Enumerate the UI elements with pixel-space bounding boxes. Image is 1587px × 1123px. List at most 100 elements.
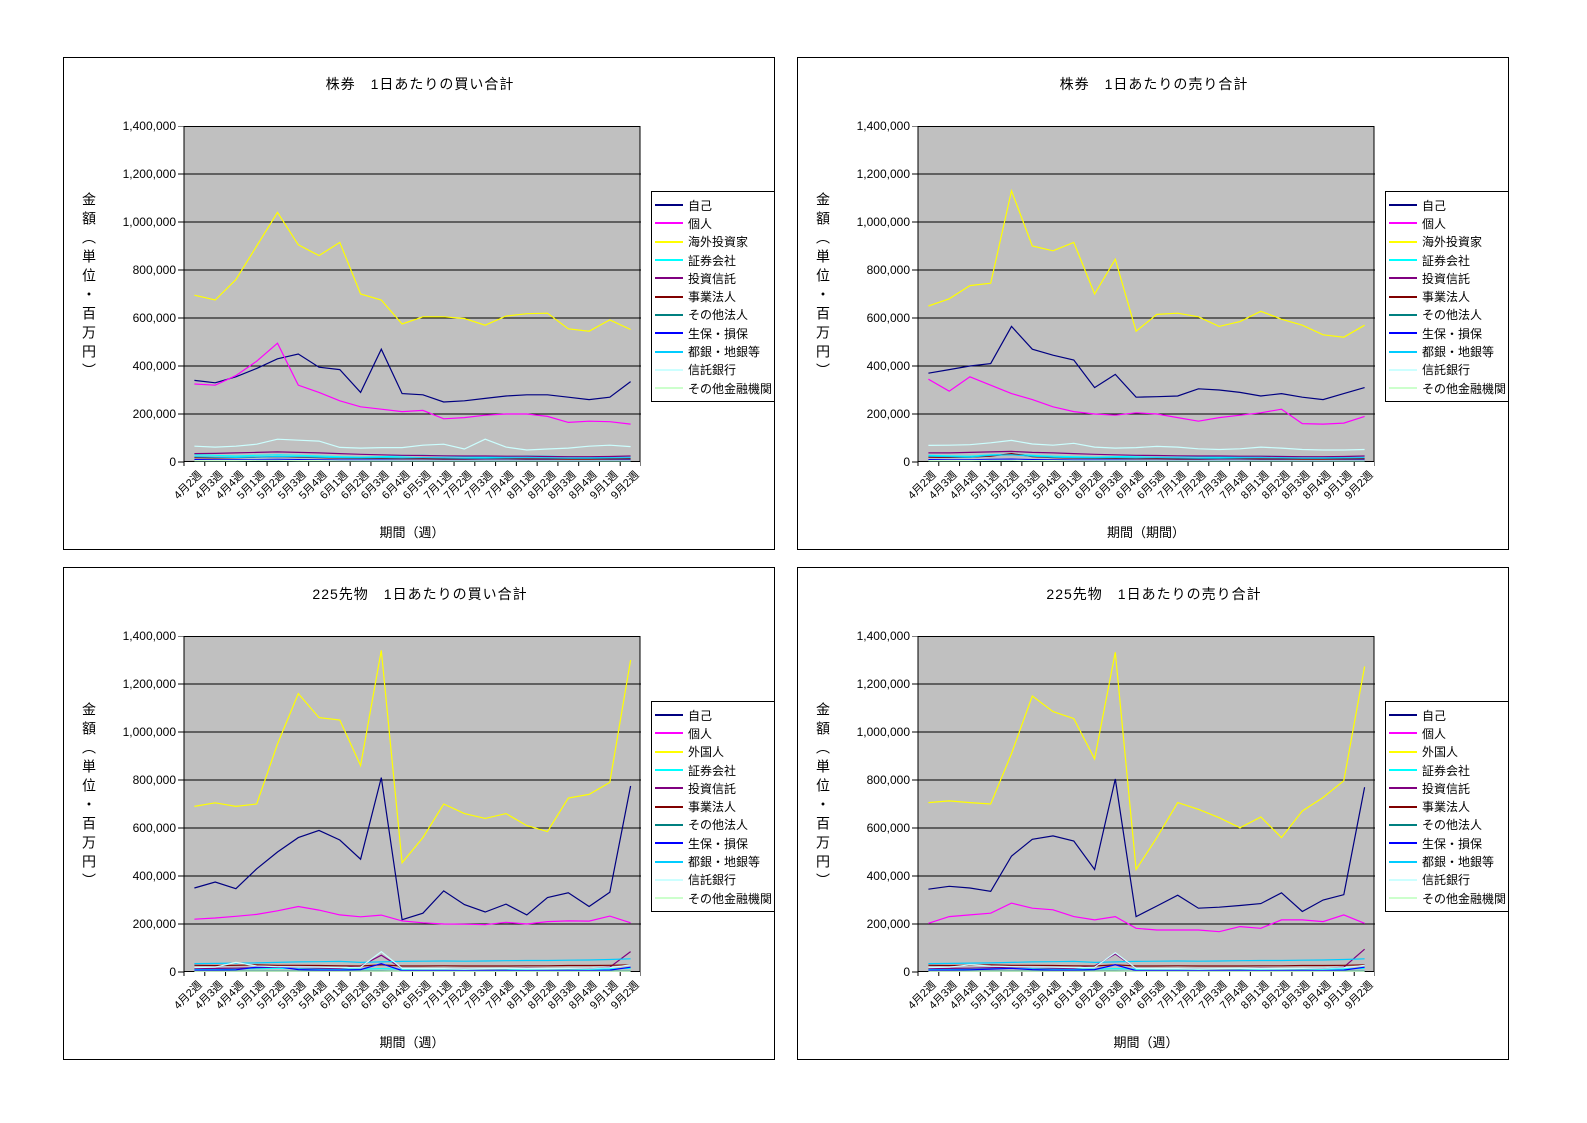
legend-item: その他法人 bbox=[655, 306, 771, 324]
legend-label: 証券会社 bbox=[1422, 253, 1471, 268]
series-line bbox=[928, 902, 1365, 933]
y-tick-label: 600,000 bbox=[866, 821, 910, 835]
y-tick-label: 400,000 bbox=[132, 359, 176, 373]
legend-label: 投資信託 bbox=[1422, 781, 1471, 796]
series-line bbox=[928, 188, 1365, 338]
legend-label: 事業法人 bbox=[1422, 290, 1471, 305]
y-axis-title: 金額（単位・百万円） bbox=[815, 702, 831, 892]
y-tick-label: 1,200,000 bbox=[856, 167, 910, 181]
legend-item: 個人 bbox=[1389, 724, 1505, 742]
legend-label: 個人 bbox=[688, 216, 713, 231]
x-axis-title: 期間（週） bbox=[1113, 1035, 1179, 1050]
legend-line-swatch bbox=[655, 860, 683, 863]
legend-line-swatch bbox=[1389, 350, 1417, 353]
series-line bbox=[928, 454, 1365, 459]
legend-label: 個人 bbox=[688, 726, 713, 741]
y-axis-title: 金額（単位・百万円） bbox=[815, 192, 831, 382]
legend-label: 都銀・地銀等 bbox=[1422, 345, 1495, 360]
legend-line-swatch bbox=[655, 368, 683, 371]
legend-line-swatch bbox=[1389, 277, 1417, 280]
y-tick-label: 1,000,000 bbox=[856, 215, 910, 229]
legend-line-swatch bbox=[655, 842, 683, 845]
y-tick-label: 1,000,000 bbox=[122, 215, 176, 229]
chart-panel-stocks-buy: 株券 1日あたりの買い合計 金額（単位・百万円） 期間（週） 0 200,000 4… bbox=[63, 57, 775, 550]
legend-label: 自己 bbox=[1422, 708, 1447, 723]
y-tick-label: 0 bbox=[903, 455, 910, 469]
y-tick-label: 0 bbox=[903, 965, 910, 979]
legend-label: その他金融機関 bbox=[1422, 891, 1507, 906]
legend-line-swatch bbox=[655, 823, 683, 826]
plot-background bbox=[917, 636, 1375, 972]
series-line bbox=[194, 211, 631, 332]
series-line bbox=[194, 958, 631, 965]
legend-item: 信託銀行 bbox=[1389, 361, 1505, 379]
y-tick-label: 600,000 bbox=[866, 311, 910, 325]
y-tick-label: 0 bbox=[169, 965, 176, 979]
chart-title: 株券 1日あたりの売り合計 bbox=[1059, 76, 1249, 92]
legend-item: 証券会社 bbox=[1389, 761, 1505, 779]
plot-background bbox=[183, 126, 641, 462]
y-tick-label: 1,200,000 bbox=[856, 677, 910, 691]
plot-area bbox=[912, 126, 1375, 466]
chart-title: 225先物 1日あたりの買い合計 bbox=[312, 586, 528, 602]
legend-item: 証券会社 bbox=[655, 251, 771, 269]
legend-label: 投資信託 bbox=[1422, 271, 1471, 286]
chart-panel-futures-buy: 225先物 1日あたりの買い合計 金額（単位・百万円） 期間（週） 0 200,0… bbox=[63, 567, 775, 1060]
legend-item: 事業法人 bbox=[655, 287, 771, 305]
y-tick-label: 1,200,000 bbox=[122, 677, 176, 691]
legend-item: 信託銀行 bbox=[655, 361, 771, 379]
legend-line-swatch bbox=[1389, 878, 1417, 881]
legend-line-swatch bbox=[655, 769, 683, 772]
legend-line-swatch bbox=[655, 787, 683, 790]
legend-item: 投資信託 bbox=[1389, 269, 1505, 287]
legend-item: その他法人 bbox=[1389, 306, 1505, 324]
legend-item: 信託銀行 bbox=[655, 871, 771, 889]
chart-panel-stocks-sell: 株券 1日あたりの売り合計 金額（単位・百万円） 期間（期間） 0 200,000… bbox=[797, 57, 1509, 550]
legend-label: 信託銀行 bbox=[1422, 873, 1471, 888]
legend-line-swatch bbox=[655, 714, 683, 717]
legend-item: 生保・損保 bbox=[1389, 834, 1505, 852]
y-tick-label: 800,000 bbox=[866, 263, 910, 277]
x-axis-title: 期間（期間） bbox=[1106, 525, 1185, 540]
legend-label: 自己 bbox=[688, 198, 713, 213]
legend-label: 事業法人 bbox=[688, 800, 737, 815]
series-line bbox=[194, 347, 631, 403]
legend-item: その他金融機関 bbox=[1389, 379, 1507, 397]
legend-line-swatch bbox=[655, 805, 683, 808]
legend-line-swatch bbox=[1389, 387, 1417, 390]
legend-label: 信託銀行 bbox=[1422, 363, 1471, 378]
legend-line-swatch bbox=[1389, 714, 1417, 717]
series-line bbox=[928, 459, 1365, 462]
legend-label: 証券会社 bbox=[688, 253, 737, 268]
legend: 自己 個人 外国人 証券会社 投資信託 事業法人 その他法人 生保・損保 都銀・地銀等 信託銀行そ… bbox=[651, 701, 775, 913]
legend-item: 投資信託 bbox=[655, 779, 771, 797]
legend-line-swatch bbox=[1389, 897, 1417, 900]
legend-line-swatch bbox=[1389, 787, 1417, 790]
legend-label: 生保・損保 bbox=[1422, 836, 1483, 851]
legend-line-swatch bbox=[655, 897, 683, 900]
series-line bbox=[928, 325, 1365, 401]
legend-line-swatch bbox=[1389, 860, 1417, 863]
series-line bbox=[194, 777, 632, 921]
y-tick-label: 400,000 bbox=[132, 869, 176, 883]
chart-title: 株券 1日あたりの買い合計 bbox=[325, 76, 515, 92]
legend-label: その他金融機関 bbox=[688, 381, 773, 396]
legend-line-swatch bbox=[655, 750, 683, 753]
legend-label: その他金融機関 bbox=[1422, 381, 1507, 396]
legend-item: 外国人 bbox=[1389, 743, 1505, 761]
legend-label: その他法人 bbox=[688, 308, 749, 323]
legend-label: 海外投資家 bbox=[688, 235, 749, 250]
legend-item: 都銀・地銀等 bbox=[655, 342, 771, 360]
y-tick-label: 1,400,000 bbox=[856, 629, 910, 643]
series-line bbox=[194, 459, 631, 462]
series-line bbox=[194, 451, 631, 458]
legend-item: 生保・損保 bbox=[1389, 324, 1505, 342]
legend-item: 自己 bbox=[1389, 196, 1505, 214]
plot-background bbox=[917, 126, 1375, 462]
legend-item: 証券会社 bbox=[1389, 251, 1505, 269]
legend-label: 外国人 bbox=[1422, 745, 1459, 760]
legend-line-swatch bbox=[1389, 259, 1417, 262]
legend-item: 自己 bbox=[655, 196, 771, 214]
legend-item: 信託銀行 bbox=[1389, 871, 1505, 889]
legend-item: 都銀・地銀等 bbox=[655, 852, 771, 870]
